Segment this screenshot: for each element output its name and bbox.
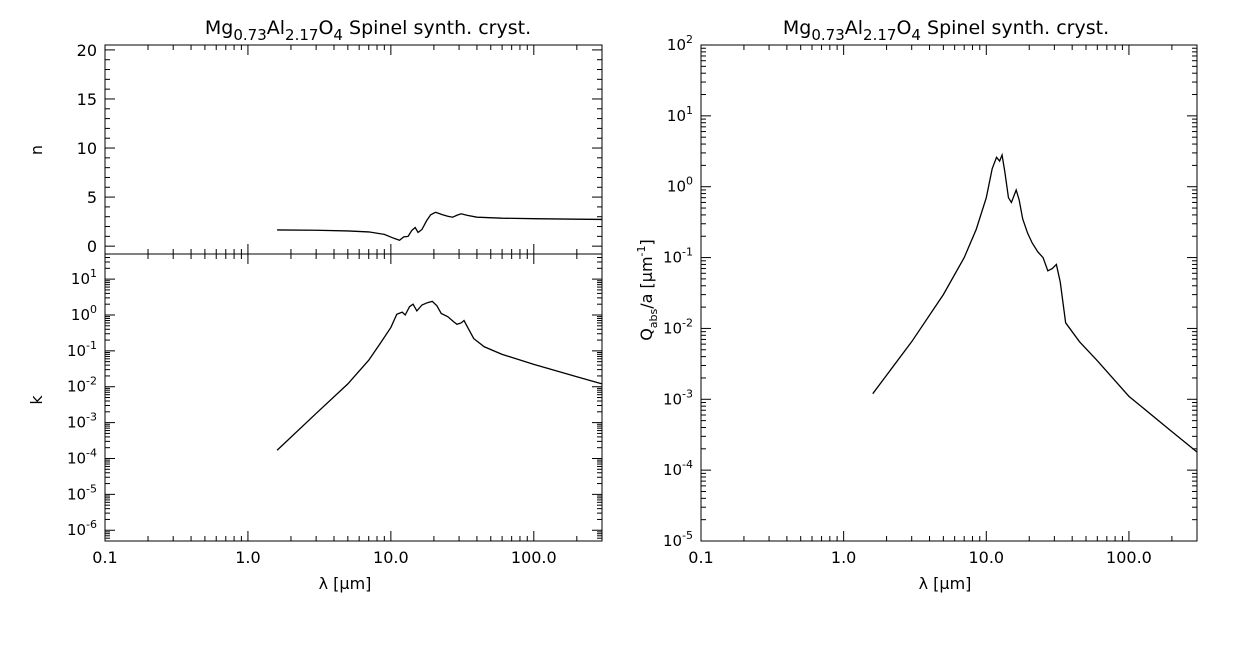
k-x-tick-label: 1.0: [235, 548, 260, 567]
left-x-axis-label: λ [μm]: [319, 574, 372, 593]
qabs-x-tick-label: 1.0: [831, 548, 856, 567]
qabs-y-tick-label: 100: [667, 175, 693, 196]
qabs-y-tick-label: 101: [667, 104, 693, 125]
qabs-curve: [872, 152, 1198, 453]
k-y-tick-label: 10-3: [67, 411, 97, 432]
qabs-panel: 0.1 1.0 10.0 100.0 10-5 10-4 10-3 10-2 10-1 100 10…: [663, 33, 1198, 567]
qabs-y-tick-label: 10-4: [663, 458, 693, 479]
n-y-tick-label: 0: [87, 237, 97, 256]
qabs-y-tick-label: 10-2: [663, 316, 693, 337]
k-y-tick-label: 101: [71, 267, 97, 288]
k-y-tick-label: 10-6: [67, 518, 97, 539]
k-plot-frame: [104, 253, 603, 542]
n-axis-label: n: [27, 145, 46, 155]
qabs-x-tick-label: 100.0: [1106, 548, 1152, 567]
qabs-y-tick-label: 10-1: [663, 246, 693, 267]
k-y-tick-label: 10-1: [67, 339, 97, 360]
k-y-tick-label: 10-5: [67, 482, 97, 503]
right-chart-title: Mg0.73Al2.17O4 Spinel synth. cryst.: [783, 17, 1109, 44]
n-y-tick-label: 15: [77, 90, 97, 109]
right-x-axis-label: λ [μm]: [919, 574, 972, 593]
k-y-tick-label: 10-2: [67, 375, 97, 396]
n-y-tick-label: 20: [77, 41, 97, 60]
n-curve: [277, 211, 603, 241]
qabs-axis-label: Qabs/a [μm-1]: [635, 239, 660, 341]
k-axis-label: k: [27, 395, 46, 405]
k-x-tick-label: 0.1: [92, 548, 117, 567]
n-y-tick-label: 5: [87, 188, 97, 207]
n-panel: 0 5 10 15 20: [77, 41, 603, 256]
k-panel: 0.1 1.0 10.0 100.0 10-6 10-5 10-4 10-3 10-2 10-1 1…: [67, 253, 603, 567]
n-y-tick-label: 10: [77, 139, 97, 158]
qabs-y-tick-label: 10-5: [663, 529, 693, 550]
k-x-tick-label: 100.0: [511, 548, 557, 567]
k-curve: [276, 300, 603, 451]
left-chart-title: Mg0.73Al2.17O4 Spinel synth. cryst.: [205, 17, 531, 44]
qabs-x-tick-label: 10.0: [968, 548, 1004, 567]
qabs-plot-frame: [700, 44, 1198, 542]
k-y-tick-label: 10-4: [67, 446, 97, 467]
qabs-x-tick-label: 0.1: [688, 548, 713, 567]
qabs-y-tick-label: 102: [667, 33, 693, 54]
k-x-tick-label: 10.0: [373, 548, 409, 567]
k-y-tick-label: 100: [71, 303, 97, 324]
qabs-y-tick-label: 10-3: [663, 387, 693, 408]
n-plot-frame: [104, 44, 603, 255]
